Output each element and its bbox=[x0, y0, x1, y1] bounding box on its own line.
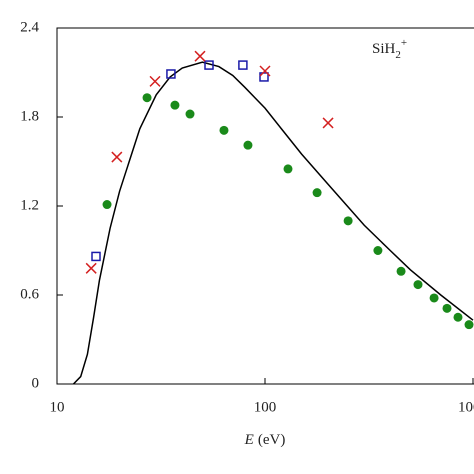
cross bbox=[322, 117, 334, 129]
y-tick-label: 2.4 bbox=[20, 19, 39, 35]
square bbox=[204, 60, 214, 70]
annotation-text: SiH bbox=[372, 41, 396, 57]
x-tick-label: 100 bbox=[254, 399, 277, 415]
y-tick-label: 1.2 bbox=[20, 197, 39, 213]
x-tick-label: 1000 bbox=[458, 399, 474, 415]
dot bbox=[343, 216, 353, 226]
curve bbox=[72, 61, 474, 384]
cross bbox=[259, 65, 271, 77]
cross bbox=[194, 50, 206, 62]
cross bbox=[149, 75, 161, 87]
dot bbox=[453, 312, 463, 322]
dot bbox=[283, 164, 293, 174]
dot bbox=[429, 293, 439, 303]
cross bbox=[111, 151, 123, 163]
y-tick-label: 1.8 bbox=[20, 108, 39, 124]
cross bbox=[85, 262, 97, 274]
dot bbox=[442, 303, 452, 313]
x-axis-label: E (eV) bbox=[244, 432, 286, 448]
dot bbox=[185, 109, 195, 119]
dot bbox=[243, 140, 253, 150]
x-label-unit: (eV) bbox=[258, 432, 285, 448]
annotation-sup: + bbox=[401, 37, 407, 49]
dot bbox=[373, 246, 383, 255]
dot bbox=[219, 125, 229, 135]
annotation: SiH2+ bbox=[372, 37, 407, 61]
square bbox=[91, 251, 101, 262]
annotation-sub: 2 bbox=[395, 49, 401, 61]
dot bbox=[312, 188, 322, 198]
x-tick-label: 10 bbox=[50, 399, 65, 415]
y-tick-label: 0.6 bbox=[20, 286, 39, 302]
square bbox=[166, 69, 176, 79]
x-label-symbol: E bbox=[244, 432, 254, 448]
dot bbox=[170, 100, 180, 110]
dot bbox=[102, 200, 112, 210]
y-tick-label: 0 bbox=[32, 375, 40, 391]
dot bbox=[413, 280, 423, 290]
dot bbox=[142, 93, 152, 103]
dot bbox=[464, 320, 474, 330]
dot bbox=[396, 266, 406, 276]
square bbox=[238, 60, 248, 70]
